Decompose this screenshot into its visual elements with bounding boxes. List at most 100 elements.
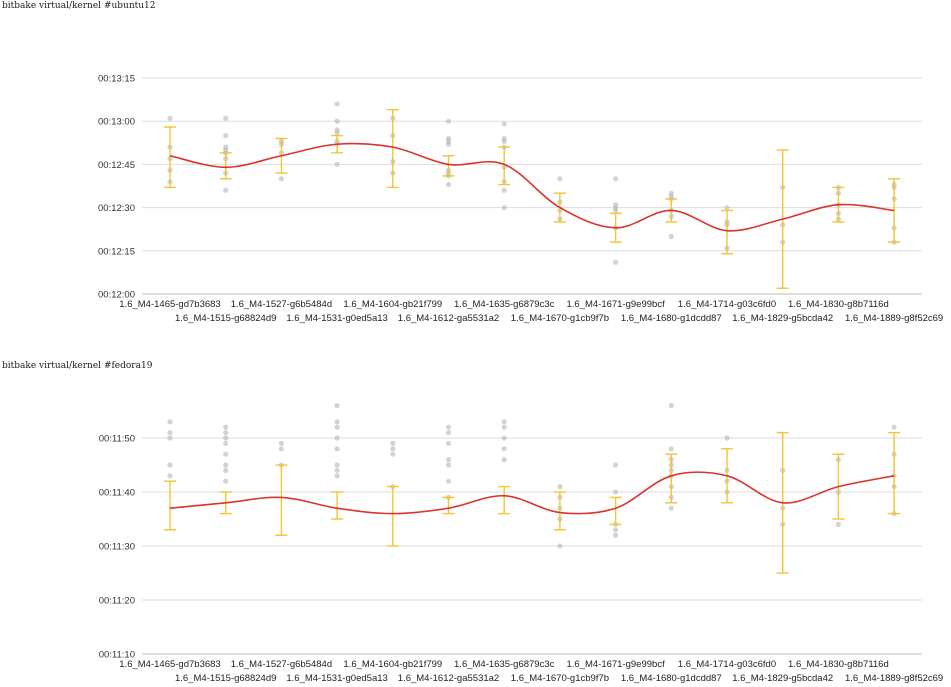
- x-tick-label: 1.6_M4-1635-g6879c3c: [454, 299, 555, 310]
- sample-point: [223, 478, 229, 484]
- x-tick-label: 1.6_M4-1889-g8f52c69: [845, 673, 943, 684]
- x-tick-label: 1.6_M4-1465-gd7b3683: [119, 659, 220, 670]
- sample-point: [613, 527, 619, 533]
- sample-point: [334, 473, 340, 479]
- sample-point: [501, 424, 507, 430]
- x-tick-label: 1.6_M4-1527-g6b5484d: [231, 299, 332, 310]
- sample-point: [223, 424, 229, 430]
- sample-point: [334, 130, 340, 136]
- sample-point: [223, 115, 229, 121]
- error-bar: [553, 491, 566, 531]
- sample-point: [445, 141, 452, 147]
- sample-point: [334, 446, 340, 452]
- y-tick-label: 00:12:45: [98, 160, 135, 171]
- sample-point: [223, 467, 229, 473]
- y-tick-label: 00:11:50: [99, 434, 135, 445]
- sample-point: [501, 457, 507, 463]
- chart-ubuntu12: 00:12:00 00:12:15 00:12:30 00:12:45 00:13:00…: [98, 74, 943, 325]
- x-tick-label: 1.6_M4-1830-g8b7116d: [788, 299, 889, 310]
- x-tick-label: 1.6_M4-1680-g1dcdd87: [621, 673, 722, 684]
- error-bar: [888, 178, 901, 243]
- sample-point: [334, 462, 340, 468]
- x-tick-label: 1.6_M4-1829-g5bcda42: [732, 673, 833, 684]
- x-tick-label: 1.6_M4-1670-g1cb9f7b: [511, 313, 609, 324]
- y-tick-label: 00:11:40: [99, 488, 135, 499]
- y-tick-label: 00:12:15: [98, 246, 135, 257]
- sample-point: [334, 118, 340, 124]
- y-tick-label: 00:11:30: [99, 542, 135, 553]
- sample-point: [668, 446, 674, 452]
- mean-line: [169, 142, 895, 232]
- sample-point: [167, 462, 173, 468]
- sample-point: [891, 424, 897, 430]
- sample-point: [501, 446, 507, 452]
- sample-point: [445, 462, 452, 468]
- sample-point: [334, 403, 340, 409]
- sample-point: [223, 462, 229, 468]
- x-tick-label: 1.6_M4-1531-g0ed5a13: [286, 313, 387, 324]
- sample-point: [223, 430, 229, 436]
- sample-point: [501, 187, 507, 193]
- sample-point: [223, 451, 229, 457]
- sample-point: [445, 440, 452, 446]
- sample-point: [167, 115, 173, 121]
- error-bar: [498, 485, 511, 515]
- error-bar: [219, 152, 232, 180]
- sample-point: [501, 435, 507, 441]
- sample-point: [390, 451, 396, 457]
- sample-point: [334, 101, 340, 107]
- error-bar: [331, 491, 344, 520]
- sample-point: [557, 176, 563, 182]
- sample-point: [613, 462, 619, 468]
- error-bar: [442, 155, 455, 177]
- chart-fedora19: 00:11:10 00:11:20 00:11:30 00:11:40 00:11:50…: [99, 403, 943, 684]
- sample-point: [501, 121, 507, 127]
- error-bar: [888, 431, 901, 515]
- error-bar: [164, 480, 176, 531]
- sample-point: [278, 440, 284, 446]
- sample-point: [278, 176, 284, 182]
- sample-point: [334, 161, 340, 167]
- sample-point: [445, 430, 452, 436]
- sample-point: [167, 473, 173, 479]
- sample-point: [557, 484, 563, 490]
- error-bar: [442, 496, 455, 515]
- x-tick-label: 1.6_M4-1465-gd7b3683: [119, 299, 220, 310]
- sample-point: [668, 233, 674, 239]
- sample-point: [167, 430, 173, 436]
- x-tick-label: 1.6_M4-1670-g1cb9f7b: [511, 673, 609, 684]
- sample-point: [223, 133, 229, 139]
- sample-point: [334, 424, 340, 430]
- sample-point: [445, 457, 452, 463]
- sample-point: [167, 419, 173, 425]
- sample-point: [613, 259, 619, 265]
- sample-point: [501, 138, 507, 144]
- error-bar: [498, 146, 511, 186]
- chart-title-ubuntu12: bitbake virtual/kernel #ubuntu12: [2, 1, 156, 11]
- sample-point: [668, 505, 674, 511]
- x-tick-label: 1.6_M4-1604-gb21f799: [343, 659, 442, 670]
- error-bar: [386, 108, 399, 189]
- x-tick-label: 1.6_M4-1671-g9e99bcf: [566, 299, 665, 310]
- sample-point: [390, 446, 396, 452]
- sample-point: [724, 205, 730, 211]
- y-tick-label: 00:12:30: [98, 203, 135, 214]
- sample-point: [390, 440, 396, 446]
- sample-point: [334, 467, 340, 473]
- x-tick-label: 1.6_M4-1612-ga5531a2: [398, 673, 499, 684]
- x-tick-label: 1.6_M4-1515-g68824d9: [175, 673, 276, 684]
- x-tick-label: 1.6_M4-1830-g8b7116d: [788, 659, 889, 670]
- sample-point: [167, 435, 173, 441]
- x-tick-label: 1.6_M4-1612-ga5531a2: [398, 313, 499, 324]
- sample-point: [613, 176, 619, 182]
- error-bar: [609, 496, 622, 526]
- x-tick-label: 1.6_M4-1714-g03c6fd0: [678, 659, 776, 670]
- x-tick-label: 1.6_M4-1515-g68824d9: [175, 313, 276, 324]
- sample-point: [334, 419, 340, 425]
- sample-point: [223, 440, 229, 446]
- x-tick-label: 1.6_M4-1714-g03c6fd0: [678, 299, 776, 310]
- y-tick-label: 00:11:20: [99, 596, 135, 607]
- x-tick-label: 1.6_M4-1671-g9e99bcf: [566, 659, 665, 670]
- sample-point: [613, 207, 619, 214]
- error-bar: [164, 126, 176, 189]
